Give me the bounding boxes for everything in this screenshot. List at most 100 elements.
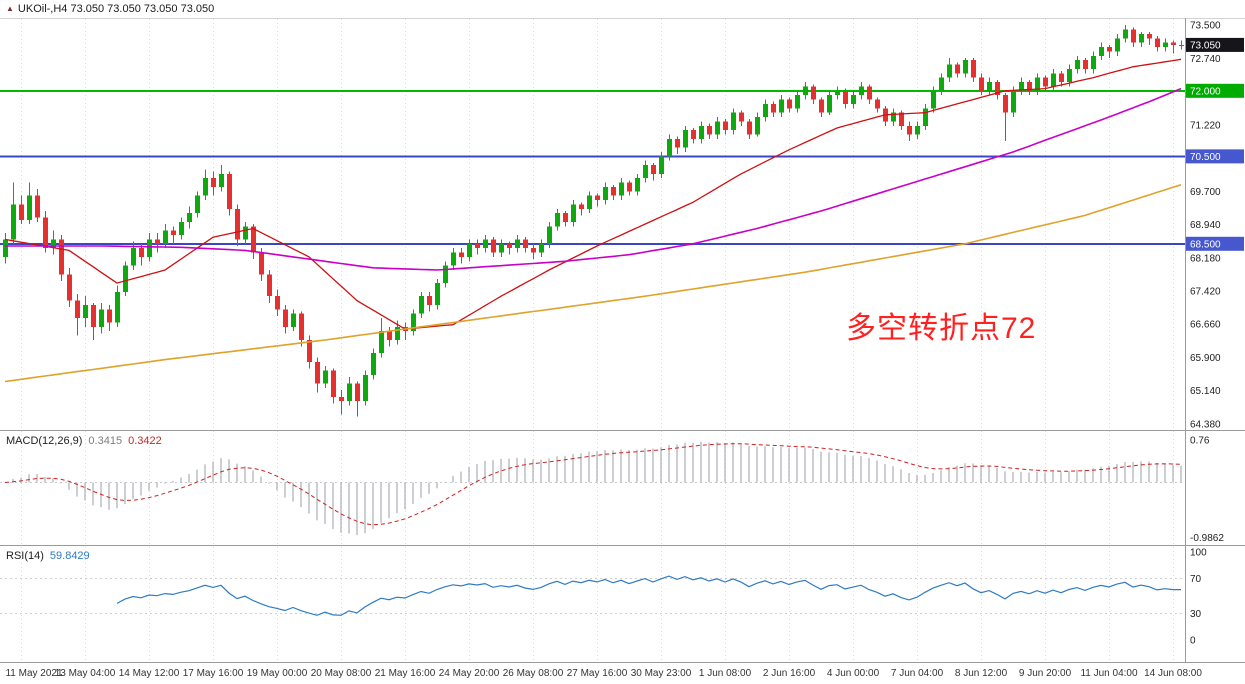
candle <box>875 97 880 113</box>
time-axis-label: 21 May 16:00 <box>375 668 436 679</box>
candle <box>339 390 344 415</box>
candle <box>1131 27 1136 48</box>
candle <box>1091 51 1096 74</box>
candle <box>387 326 392 347</box>
candle <box>427 291 432 312</box>
candle <box>867 84 872 104</box>
price-axis[interactable]: 73.500 72.740 71.220 69.700 68.940 68.180 67.4… <box>1186 21 1244 647</box>
candle <box>819 97 824 118</box>
candle <box>763 99 768 122</box>
candle <box>379 318 384 358</box>
macd-main-value: 0.3415 <box>88 435 123 447</box>
ma-slow-orange-line <box>4 184 1182 383</box>
candle <box>1075 55 1080 74</box>
candle <box>83 296 88 327</box>
candle <box>1019 77 1024 96</box>
rsi-indicator-label: RSI(14) 59.8429 <box>6 550 90 562</box>
candle <box>371 348 376 380</box>
candle <box>955 62 960 78</box>
candle <box>203 169 208 201</box>
candle <box>827 90 832 115</box>
candle <box>123 261 128 297</box>
candle <box>331 368 336 404</box>
candle <box>795 90 800 113</box>
candle <box>507 241 512 255</box>
candle <box>27 182 32 225</box>
macd-name: MACD(12,26,9) <box>6 435 83 447</box>
macd-panel <box>0 441 1185 536</box>
time-axis-label: 17 May 16:00 <box>183 668 244 679</box>
time-axis-label: 24 May 20:00 <box>439 668 500 679</box>
candle <box>155 232 160 253</box>
candle <box>139 243 144 266</box>
rsi-axis-label: 30 <box>1190 609 1202 620</box>
candle <box>115 285 120 327</box>
price-tick-label: 67.420 <box>1190 287 1221 298</box>
candles-layer <box>3 25 1184 417</box>
candle <box>307 335 312 369</box>
candle <box>755 112 760 137</box>
candle <box>419 291 424 319</box>
candle <box>563 211 568 227</box>
candle <box>3 232 8 264</box>
candle <box>651 162 656 181</box>
candle <box>267 270 272 303</box>
candle <box>643 160 648 183</box>
candle <box>75 294 80 336</box>
candle <box>323 366 328 389</box>
rsi-name: RSI(14) <box>6 550 44 562</box>
candle <box>219 165 224 192</box>
candle <box>459 248 464 264</box>
candle <box>51 230 56 255</box>
candle <box>35 189 40 222</box>
price-badge-text: 68.500 <box>1190 239 1221 250</box>
time-axis-label: 27 May 16:00 <box>567 668 628 679</box>
candle <box>995 79 1000 100</box>
candle <box>291 309 296 332</box>
price-badge-text: 70.500 <box>1190 152 1221 163</box>
candle <box>891 108 896 126</box>
candle <box>1099 42 1104 61</box>
macd-signal-value: 0.3422 <box>128 435 162 447</box>
chart-text-annotation[interactable]: 多空转折点72 <box>846 312 1037 345</box>
candle <box>1035 73 1040 96</box>
candle <box>275 289 280 316</box>
price-badge-68.500: 68.500 <box>1186 236 1244 251</box>
candle <box>699 121 704 144</box>
candle <box>603 182 608 205</box>
time-axis-label: 11 May 2021 <box>5 668 63 679</box>
candle <box>635 173 640 196</box>
candle <box>355 381 360 417</box>
price-badge-72.000: 72.000 <box>1186 83 1244 98</box>
candle <box>915 121 920 139</box>
candle <box>411 309 416 336</box>
rsi-value: 59.8429 <box>49 550 90 562</box>
candle <box>1003 92 1008 142</box>
candle <box>515 235 520 253</box>
candle <box>315 357 320 393</box>
price-tick-label: 65.140 <box>1190 386 1221 397</box>
rsi-line <box>116 575 1181 616</box>
candle <box>1147 31 1152 45</box>
candle <box>835 86 840 100</box>
ohlc-marker-icon: ▲ <box>6 4 14 13</box>
macd-axis-label: -0.9862 <box>1190 533 1224 544</box>
rsi-panel <box>0 575 1185 616</box>
candle <box>939 73 944 96</box>
symbol-header: ▲ UKOil-,H4 73.050 73.050 73.050 73.050 <box>6 3 214 15</box>
candle <box>851 90 856 109</box>
candle <box>723 119 728 135</box>
candle <box>931 86 936 113</box>
candle <box>187 206 192 229</box>
candle <box>19 195 24 225</box>
candle <box>11 182 16 244</box>
candle <box>1059 71 1064 87</box>
candle <box>251 224 256 260</box>
candle <box>1155 36 1160 52</box>
time-axis-label: 20 May 08:00 <box>311 668 372 679</box>
candle <box>923 103 928 131</box>
time-axis-label: 14 Jun 08:00 <box>1144 668 1202 679</box>
time-axis-label: 9 Jun 20:00 <box>1019 668 1072 679</box>
